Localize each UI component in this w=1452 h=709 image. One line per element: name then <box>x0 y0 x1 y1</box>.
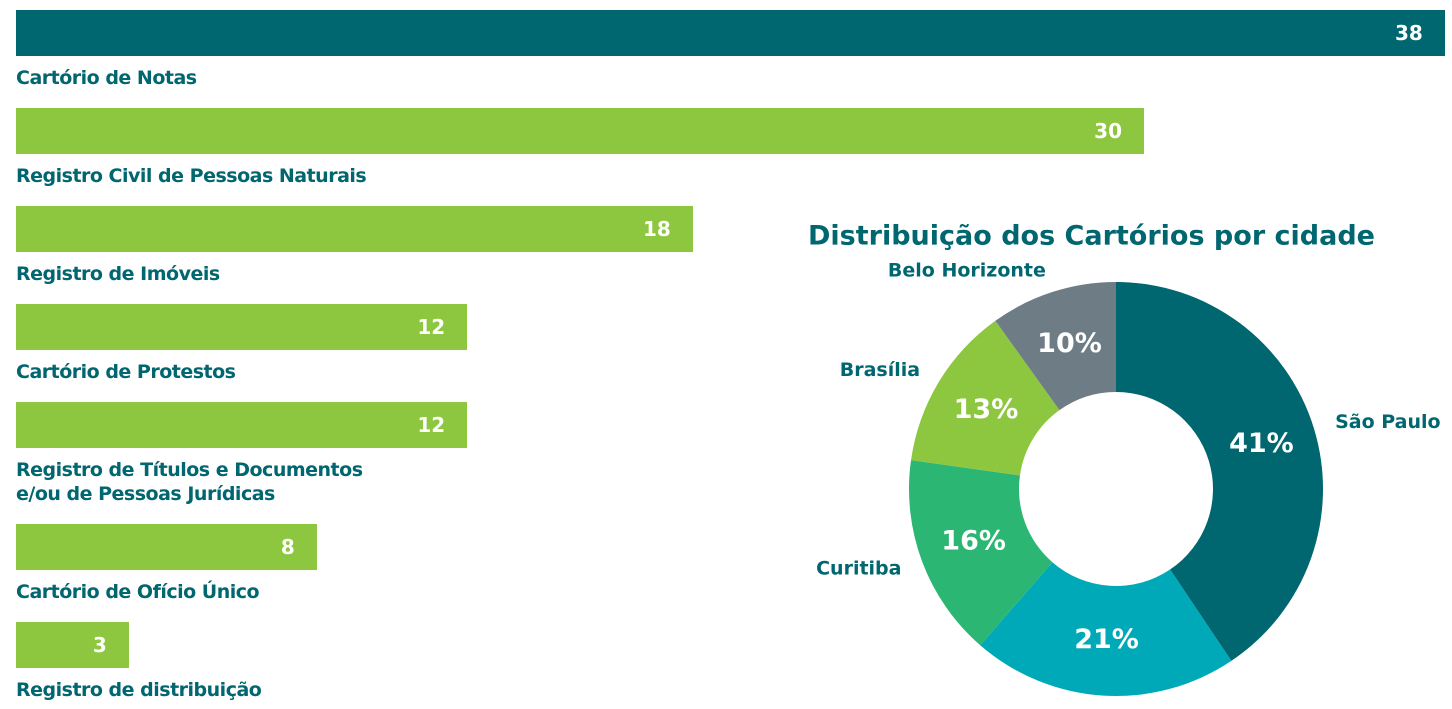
percent-label: 16% <box>941 526 1006 557</box>
percent-label: 13% <box>954 394 1019 425</box>
bar: 30 <box>16 108 1144 154</box>
value-label: 8 <box>280 535 295 559</box>
value-label: 12 <box>417 315 446 339</box>
category-label: Curitiba <box>816 558 901 580</box>
value-label: 12 <box>417 413 446 437</box>
donut-slice <box>1116 282 1323 661</box>
category-label: Brasília <box>840 359 920 381</box>
donut-slice <box>980 562 1232 696</box>
donut-slice <box>995 282 1116 411</box>
donut-slice <box>911 320 1060 476</box>
value-label: 3 <box>92 633 107 657</box>
bar: 8 <box>16 524 317 570</box>
category-label: Cartório de Notas <box>16 67 197 89</box>
value-label: 38 <box>1394 21 1423 45</box>
value-label: 18 <box>642 217 671 241</box>
value-label: 30 <box>1094 119 1122 143</box>
chart-title: Distribuição dos Cartórios por cidade <box>808 221 1375 252</box>
category-label: Cartório de Protestos <box>16 361 236 383</box>
category-label: São Paulo <box>1335 411 1441 433</box>
bar: 38 <box>16 10 1445 56</box>
category-label: Registro de distribuição <box>16 679 262 701</box>
percent-label: 21% <box>1074 624 1139 655</box>
category-label: Registro Civil de Pessoas Naturais <box>16 165 367 187</box>
category-label: Registro de Títulos e Documentos e/ou de… <box>16 459 363 505</box>
category-label: Belo Horizonte <box>888 259 1046 281</box>
bar: 12 <box>16 304 468 350</box>
percent-label: 41% <box>1229 428 1294 459</box>
category-label: Cartório de Ofício Único <box>16 581 260 603</box>
donut-slice <box>909 460 1053 646</box>
bar: 3 <box>16 622 129 668</box>
bar: 12 <box>16 402 468 448</box>
bar: 18 <box>16 206 693 252</box>
percent-label: 10% <box>1037 328 1102 359</box>
category-label: Registro de Imóveis <box>16 263 220 285</box>
